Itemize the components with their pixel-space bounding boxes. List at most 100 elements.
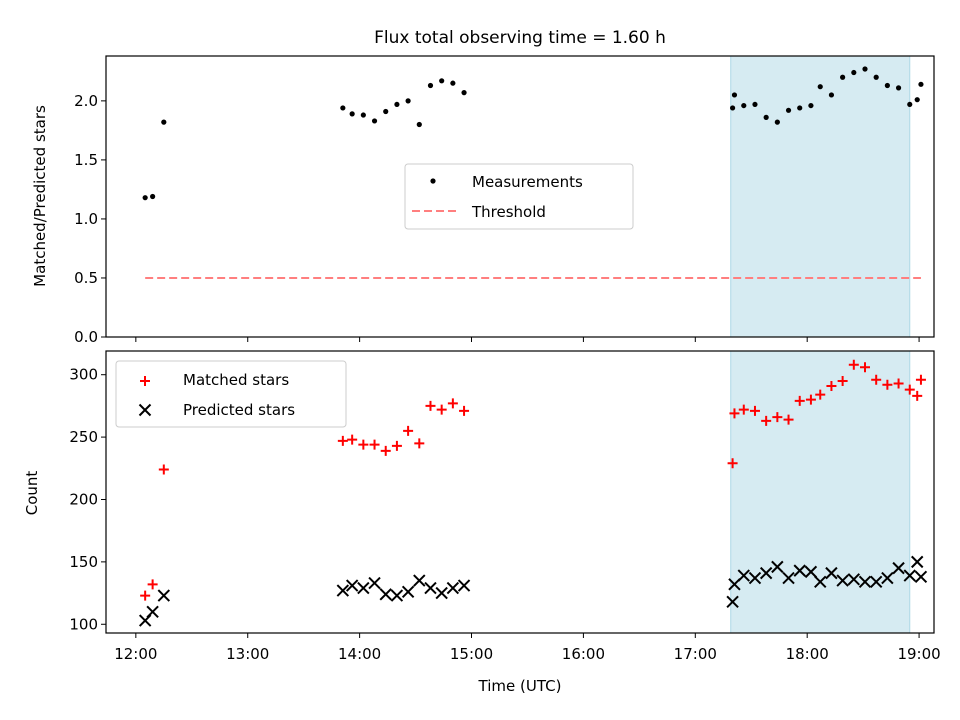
predicted-stars-point — [345, 579, 359, 592]
y-tick-label: 200 — [69, 490, 98, 508]
measurement-point — [752, 101, 758, 108]
x-tick-label: 17:00 — [674, 645, 717, 663]
predicted-stars-point — [911, 555, 924, 569]
matched-stars-point — [447, 398, 458, 409]
legend-bottom: Matched stars Predicted stars — [115, 360, 347, 428]
matched-stars-point — [904, 384, 915, 395]
predicted-stars-point — [804, 565, 818, 579]
measurement-point — [731, 92, 738, 98]
matched-stars-point — [414, 438, 425, 449]
measurement-point — [918, 81, 924, 87]
predicted-stars-point — [157, 589, 171, 602]
matched-stars-point — [749, 405, 760, 416]
measurement-point — [914, 97, 920, 103]
legend-marker-predicted — [138, 403, 152, 417]
predicted-stars-point — [748, 571, 762, 585]
predicted-stars-point — [881, 571, 894, 585]
matched-stars-point — [727, 458, 738, 469]
measurement-point — [405, 98, 411, 104]
y-tick-label: 0.5 — [74, 269, 98, 287]
measurement-point — [873, 74, 879, 80]
matched-stars-point — [794, 395, 805, 406]
x-tick-label: 13:00 — [226, 645, 269, 663]
matched-stars-point — [912, 390, 923, 401]
x-tick-label: 19:00 — [897, 645, 940, 663]
matched-stars-point — [882, 379, 893, 390]
measurement-point — [383, 108, 389, 115]
measurement-point — [828, 92, 835, 98]
count-y-axis-label: Count — [23, 471, 41, 516]
measurement-point — [439, 78, 445, 84]
measurement-point — [785, 107, 792, 113]
legend-marker-matched — [140, 376, 150, 386]
y-tick-label: 1.5 — [74, 151, 98, 169]
x-axis-label: Time (UTC) — [478, 677, 562, 695]
predicted-stars-point — [782, 571, 795, 585]
y-tick-label: 0.0 — [74, 328, 98, 346]
legend-label-matched: Matched stars — [183, 371, 289, 389]
measurement-point — [371, 118, 378, 124]
x-tick-label: 12:00 — [114, 645, 157, 663]
measurement-point — [349, 111, 355, 117]
matched-stars-point — [436, 404, 447, 415]
predicted-stars-point — [903, 569, 916, 582]
predicted-stars-point — [825, 566, 838, 580]
measurement-point — [394, 101, 400, 108]
measurement-point — [763, 114, 769, 120]
matched-stars-point — [860, 362, 870, 373]
matched-stars-point — [425, 400, 436, 411]
plot-frame — [105, 55, 935, 338]
predicted-stars-point — [726, 595, 739, 609]
matched-stars-point — [893, 378, 904, 389]
predicted-stars-point — [858, 575, 872, 589]
x-tick-label: 14:00 — [338, 645, 381, 663]
measurement-point — [416, 121, 422, 128]
matched-stars-point — [369, 439, 380, 450]
x-tick-label: 18:00 — [786, 645, 829, 663]
predicted-stars-point — [836, 574, 849, 587]
measurement-point — [808, 102, 814, 109]
measurement-point — [862, 66, 868, 72]
matched-stars-point — [738, 404, 749, 415]
matched-stars-point — [871, 374, 882, 385]
measurement-point — [729, 105, 736, 111]
matched-stars-point — [783, 414, 794, 425]
matched-stars-point — [805, 394, 816, 405]
matched-stars-point — [147, 579, 158, 590]
ratio-y-axis-label: Matched/Predicted stars — [31, 105, 49, 287]
y-tick-label: 100 — [69, 615, 98, 633]
measurement-point — [884, 82, 890, 89]
measurement-point — [340, 105, 346, 111]
measurement-point — [851, 69, 857, 76]
predicted-stars-point — [424, 581, 437, 595]
legend-box — [115, 360, 347, 428]
measurement-point — [797, 105, 803, 111]
count-panel: 100 150 200 250 300 12:00 13:00 14:00 15:00 16:00… — [69, 350, 941, 663]
legend-label-measurements: Measurements — [472, 173, 583, 191]
predicted-stars-point — [368, 576, 381, 590]
matched-stars-point — [729, 408, 740, 419]
measurement-point — [895, 85, 902, 91]
predicted-stars-point — [390, 589, 404, 602]
matched-stars-point — [158, 464, 169, 475]
predicted-stars-point — [793, 564, 806, 577]
measurement-point — [161, 119, 167, 125]
predicted-stars-point — [869, 575, 883, 589]
measurement-point — [427, 82, 434, 89]
predicted-stars-point — [892, 561, 905, 575]
legend-label-predicted: Predicted stars — [183, 401, 295, 419]
predicted-stars-point — [771, 560, 784, 574]
y-tick-label: 250 — [69, 428, 98, 446]
matched-stars-point — [347, 434, 358, 445]
legend-top: Measurements Threshold — [404, 163, 634, 230]
matched-stars-point — [337, 435, 348, 446]
predicted-stars-point — [814, 575, 827, 589]
measurement-point — [360, 112, 366, 118]
x-tick-label: 15:00 — [450, 645, 493, 663]
ratio-panel: 0.0 0.5 1.0 1.5 2.0 Measurements Threshold — [74, 55, 935, 346]
measurement-point — [461, 90, 467, 96]
measurement-point — [907, 101, 913, 108]
legend-label-threshold: Threshold — [471, 203, 546, 221]
measurement-point — [840, 74, 846, 80]
